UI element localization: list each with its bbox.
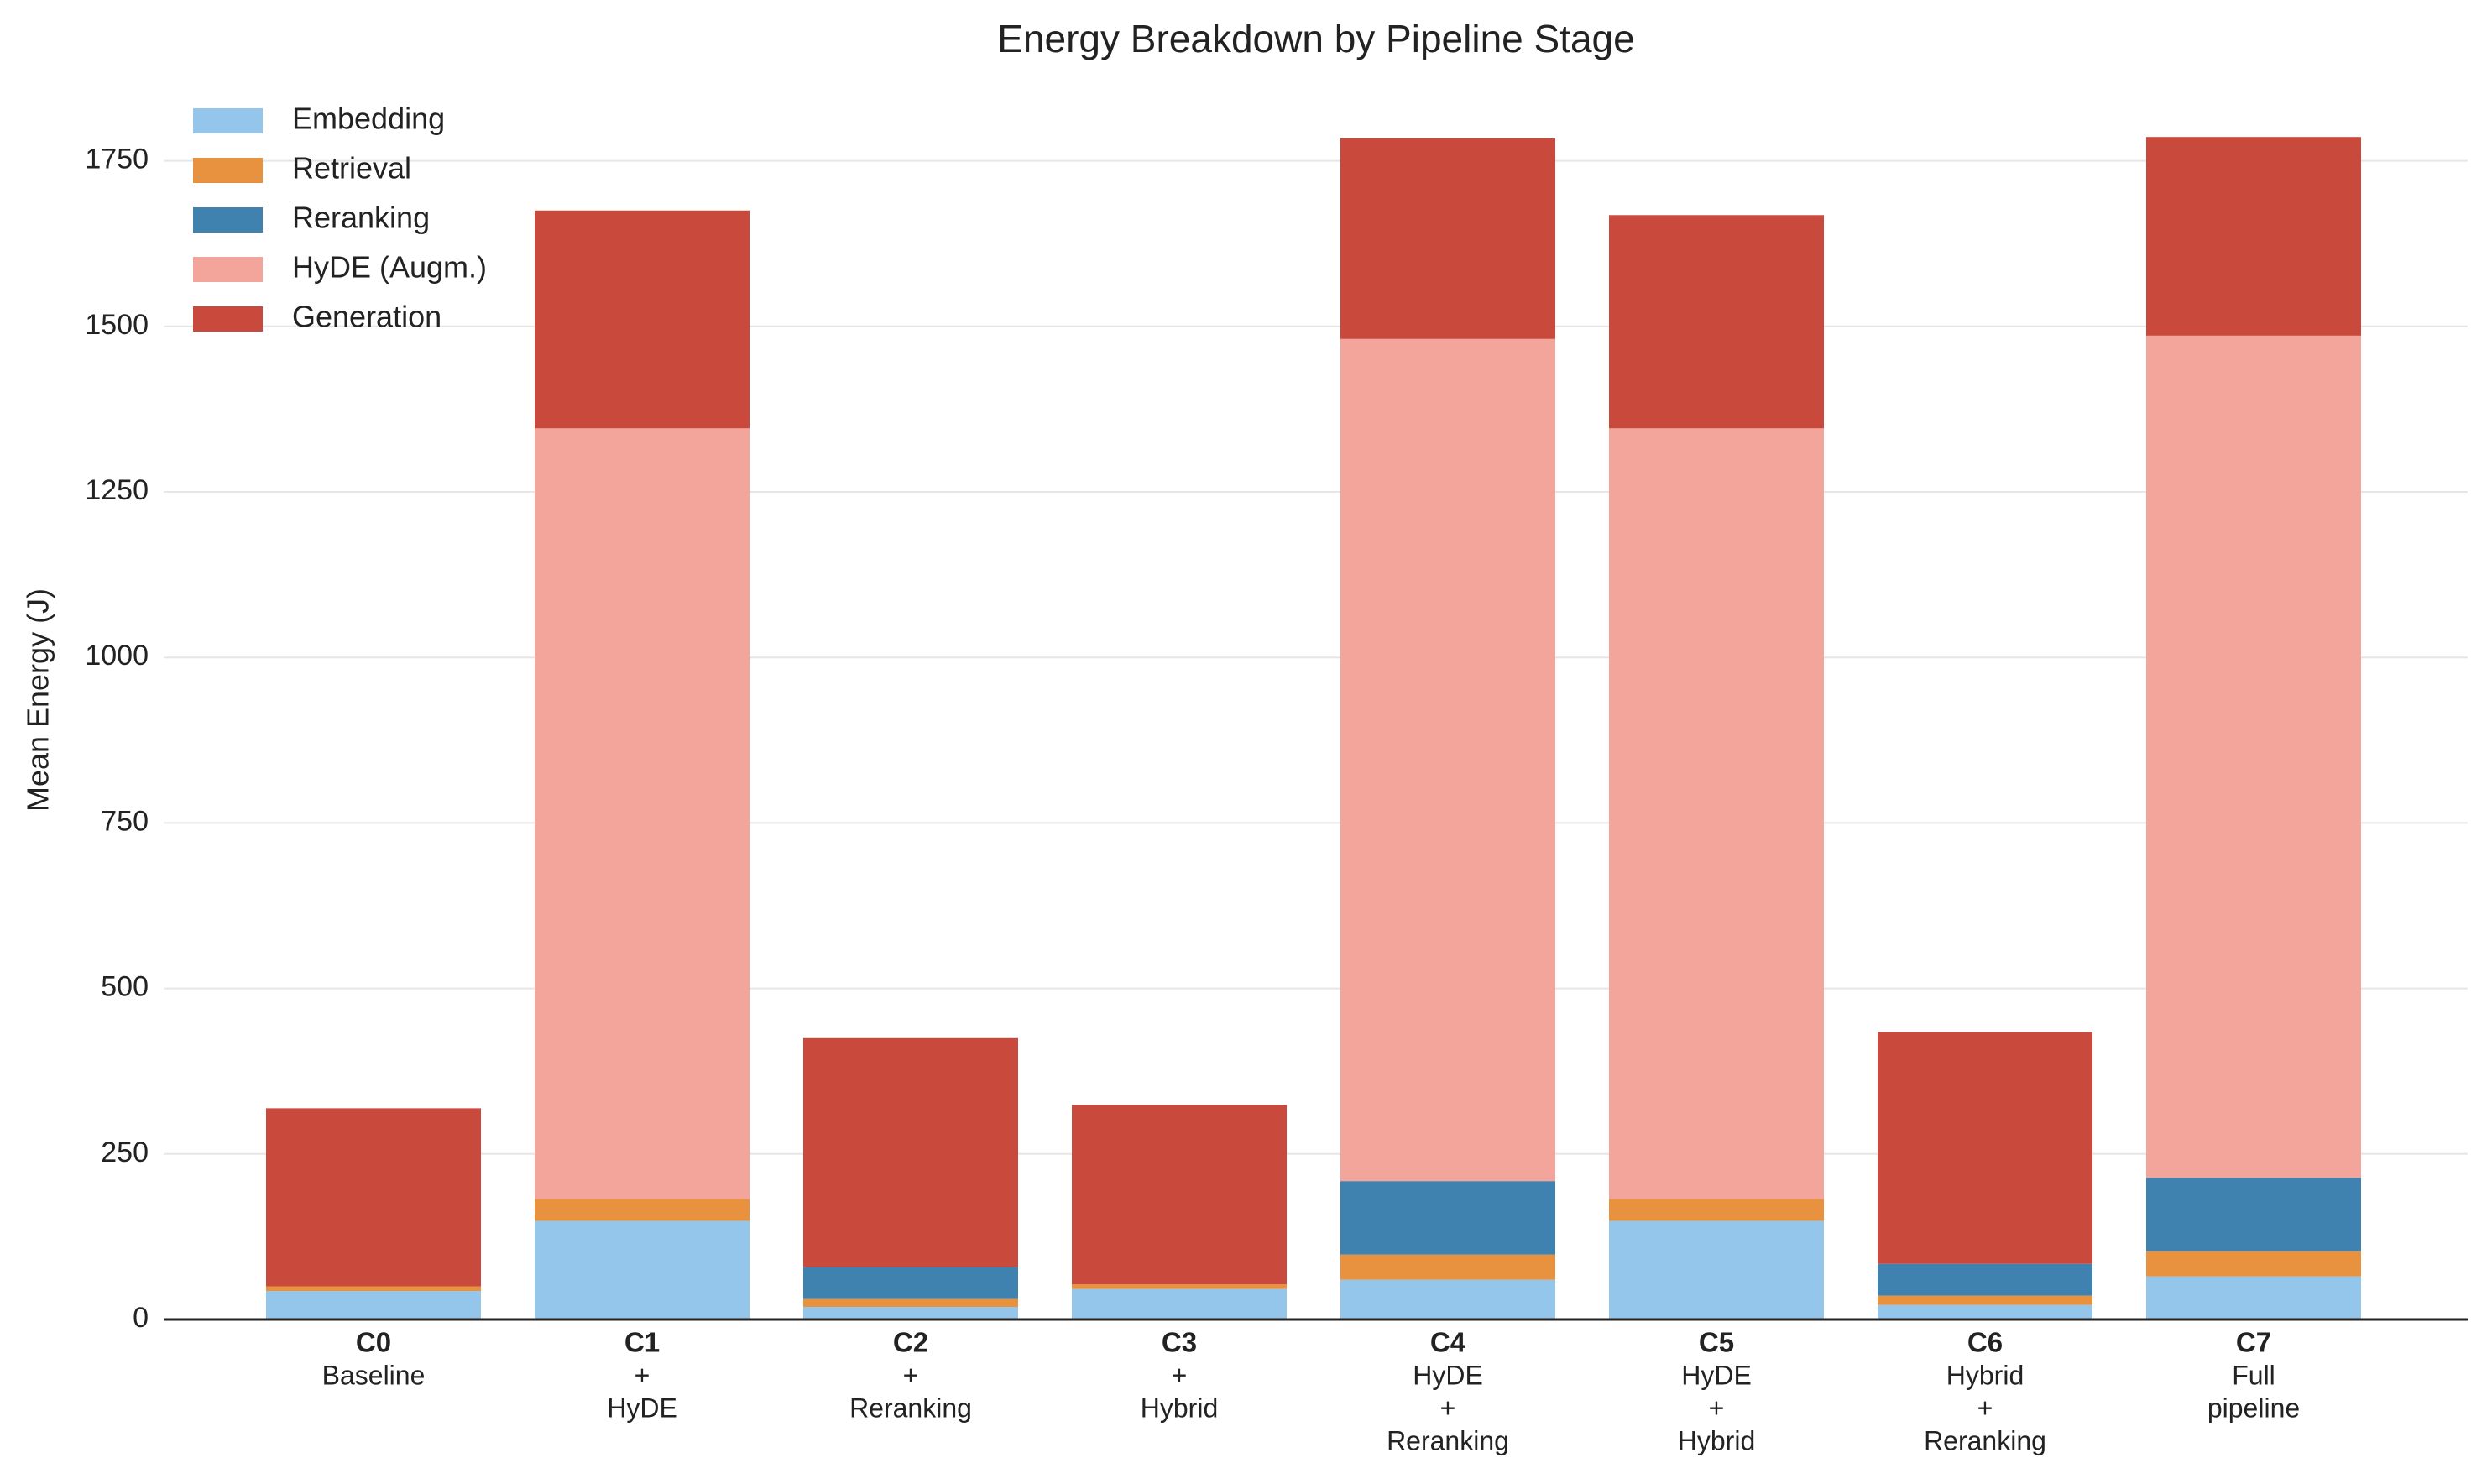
bar-segment <box>2146 1178 2361 1251</box>
y-tick-label: 250 <box>101 1137 149 1168</box>
legend-swatch <box>193 257 263 282</box>
bar-segment <box>803 1298 1018 1308</box>
bar-segment <box>1340 1254 1555 1280</box>
bar-segment <box>535 1199 750 1221</box>
x-tick-sublabel: Hybrid <box>1678 1425 1755 1455</box>
y-tick-label: 1000 <box>85 640 149 671</box>
y-tick-label: 750 <box>101 805 149 837</box>
x-tick-sublabel: Hybrid <box>1141 1393 1218 1423</box>
x-tick-sublabel: Full <box>2232 1360 2275 1390</box>
bar-segment <box>1609 1220 1824 1319</box>
x-tick-sublabel: + <box>1709 1393 1725 1423</box>
x-tick-label: C0 <box>356 1327 391 1358</box>
y-tick-label: 1250 <box>85 474 149 506</box>
y-tick-label: 1750 <box>85 144 149 175</box>
bar-segment <box>803 1267 1018 1299</box>
legend-label: Retrieval <box>292 151 411 186</box>
y-tick-label: 500 <box>101 971 149 1003</box>
bar-segment <box>535 428 750 1199</box>
bar-segment <box>803 1037 1018 1267</box>
chart-title: Energy Breakdown by Pipeline Stage <box>997 17 1634 60</box>
x-tick-sublabel: + <box>1440 1393 1456 1423</box>
bar-segment <box>1072 1288 1287 1319</box>
x-tick-label: C3 <box>1162 1327 1197 1358</box>
x-tick-sublabel: Reranking <box>1924 1425 2046 1455</box>
legend-swatch <box>193 108 263 133</box>
x-tick-sublabel: + <box>635 1360 650 1390</box>
bar-segment <box>2146 137 2361 336</box>
bar-segment <box>1878 1032 2092 1264</box>
bar-segment <box>266 1291 481 1319</box>
x-tick-sublabel: HyDE <box>607 1393 677 1423</box>
bar-segment <box>1878 1263 2092 1296</box>
x-tick-label: C1 <box>624 1327 660 1358</box>
x-tick-sublabel: + <box>903 1360 919 1390</box>
bar-segment <box>1340 1181 1555 1255</box>
x-tick-label: C5 <box>1699 1327 1734 1358</box>
x-tick-sublabel: Reranking <box>1387 1425 1509 1455</box>
y-tick-label: 0 <box>133 1302 149 1334</box>
legend-label: Embedding <box>292 102 445 136</box>
bar-segment <box>1340 338 1555 1182</box>
legend-label: Reranking <box>292 201 430 235</box>
bar-segment <box>1878 1295 2092 1305</box>
x-tick-sublabel: Reranking <box>849 1393 972 1423</box>
x-tick-label: C7 <box>2236 1327 2271 1358</box>
bar-segment <box>1340 138 1555 339</box>
bar-segment <box>803 1307 1018 1319</box>
bar-segment <box>1072 1105 1287 1285</box>
x-tick-sublabel: + <box>1977 1393 1993 1423</box>
bar-segment <box>1609 1199 1824 1221</box>
bar-segment <box>2146 335 2361 1178</box>
bar-segment <box>2146 1276 2361 1319</box>
x-tick-label: C6 <box>1967 1327 2003 1358</box>
legend-label: HyDE (Augm.) <box>292 250 487 285</box>
legend-label: Generation <box>292 300 441 334</box>
y-axis-label: Mean Energy (J) <box>21 588 55 812</box>
bar-segment <box>266 1286 481 1292</box>
bar-segment <box>1340 1279 1555 1319</box>
y-tick-label: 1500 <box>85 309 149 341</box>
x-tick-sublabel: HyDE <box>1681 1360 1752 1390</box>
bar-segment <box>535 210 750 429</box>
bar-segment <box>2146 1251 2361 1277</box>
legend-swatch <box>193 306 263 332</box>
legend-swatch <box>193 158 263 183</box>
bar-segment <box>1609 428 1824 1199</box>
x-tick-sublabel: Baseline <box>322 1360 426 1390</box>
x-tick-label: C4 <box>1430 1327 1466 1358</box>
bar-segment <box>1609 215 1824 429</box>
bar-segment <box>1878 1304 2092 1319</box>
bar-segment <box>266 1108 481 1287</box>
x-tick-sublabel: pipeline <box>2207 1393 2300 1423</box>
bar-segment <box>1072 1284 1287 1289</box>
x-tick-sublabel: + <box>1172 1360 1188 1390</box>
legend-swatch <box>193 207 263 233</box>
bar-segment <box>535 1220 750 1319</box>
x-tick-sublabel: HyDE <box>1413 1360 1483 1390</box>
x-tick-sublabel: Hybrid <box>1946 1360 2024 1390</box>
x-tick-label: C2 <box>893 1327 928 1358</box>
